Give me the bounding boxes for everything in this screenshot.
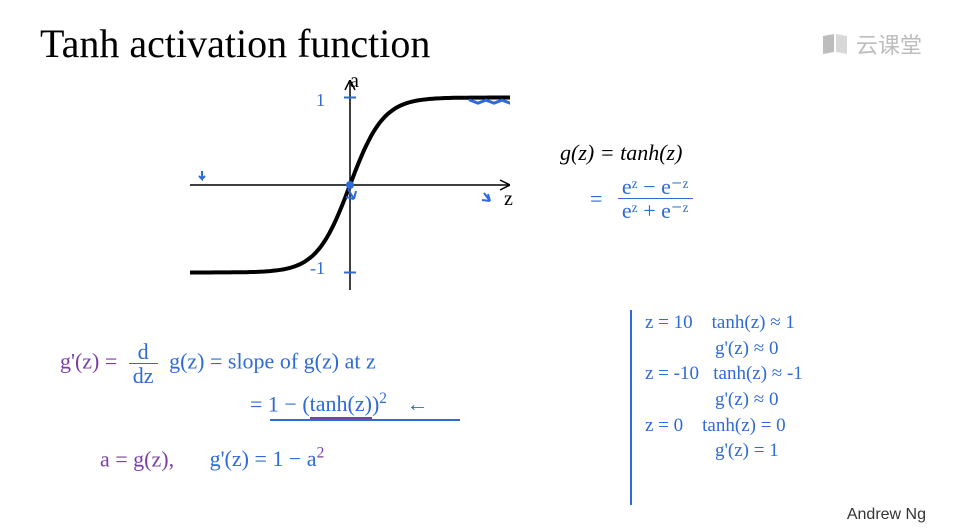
tick-bottom: -1 bbox=[310, 258, 325, 279]
derivative-line-1: g'(z) = d dz g(z) = slope of g(z) at z bbox=[60, 340, 376, 387]
d-dz: d dz bbox=[129, 340, 158, 387]
deriv2-prefix: = 1 − ( bbox=[250, 391, 310, 416]
cases-divider bbox=[630, 310, 632, 505]
arrow-left-icon: ← bbox=[406, 391, 428, 416]
watermark-text: 云课堂 bbox=[856, 28, 922, 60]
eq-lhs: g(z) bbox=[560, 140, 594, 165]
graph-svg bbox=[190, 80, 510, 290]
gprime-1-a2: g'(z) = 1 − a2 bbox=[210, 446, 325, 471]
case-row-1: z = -10 tanh(z) ≈ -1 bbox=[645, 361, 803, 387]
case-cond: z = 10 bbox=[645, 312, 693, 333]
case-cond: z = 0 bbox=[645, 415, 683, 436]
deriv2-square: 2 bbox=[379, 390, 387, 407]
page-title: Tanh activation function bbox=[40, 20, 430, 67]
cases-block: z = 10 tanh(z) ≈ 1 g'(z) ≈ 0 z = -10 tan… bbox=[645, 310, 803, 464]
case-cond: z = -10 bbox=[645, 363, 699, 384]
gprime-body: g'(z) = 1 − a bbox=[210, 446, 317, 471]
frac-prefix: = bbox=[590, 186, 602, 211]
derivative-line-2: = 1 − (tanh(z))2 ← bbox=[250, 390, 460, 421]
y-axis-label: a bbox=[350, 70, 359, 93]
derivative-line-3: a = g(z), g'(z) = 1 − a2 bbox=[100, 445, 324, 472]
frac-num: eᶻ − e⁻ᶻ bbox=[618, 175, 693, 198]
frac-body: eᶻ − e⁻ᶻ eᶻ + e⁻ᶻ bbox=[618, 175, 693, 222]
watermark: 云课堂 bbox=[822, 28, 922, 60]
gprime-lhs: g'(z) = bbox=[60, 349, 117, 374]
tanh-fraction: = eᶻ − e⁻ᶻ eᶻ + e⁻ᶻ bbox=[590, 175, 693, 222]
eq-equals: = bbox=[600, 140, 620, 165]
tanh-graph bbox=[190, 80, 510, 290]
typed-equation: g(z) = tanh(z) bbox=[560, 140, 682, 166]
case-row-2: z = 0 tanh(z) = 0 bbox=[645, 413, 803, 439]
book-icon bbox=[822, 33, 848, 55]
case-grad-0: g'(z) ≈ 0 bbox=[645, 336, 803, 362]
d-den: dz bbox=[129, 363, 158, 387]
a-squared-exp: 2 bbox=[317, 445, 325, 462]
case-val: tanh(z) ≈ -1 bbox=[713, 363, 803, 384]
slope-text: g(z) = slope of g(z) at z bbox=[169, 349, 376, 374]
eq-rhs: tanh(z) bbox=[620, 140, 682, 165]
slide: { "title": "Tanh activation function", "… bbox=[0, 0, 958, 532]
case-grad-2: g'(z) = 1 bbox=[645, 438, 803, 464]
case-grad-1: g'(z) ≈ 0 bbox=[645, 387, 803, 413]
deriv2-tanh: tanh(z) bbox=[310, 391, 372, 419]
tick-top: 1 bbox=[316, 90, 325, 111]
author-credit: Andrew Ng bbox=[847, 506, 926, 524]
d-num: d bbox=[129, 340, 158, 363]
x-axis-label: z bbox=[504, 188, 513, 211]
case-row-0: z = 10 tanh(z) ≈ 1 bbox=[645, 310, 803, 336]
case-val: tanh(z) = 0 bbox=[702, 415, 786, 436]
frac-den: eᶻ + e⁻ᶻ bbox=[618, 198, 693, 222]
case-val: tanh(z) ≈ 1 bbox=[712, 312, 795, 333]
a-equals-gz: a = g(z), bbox=[100, 446, 174, 471]
